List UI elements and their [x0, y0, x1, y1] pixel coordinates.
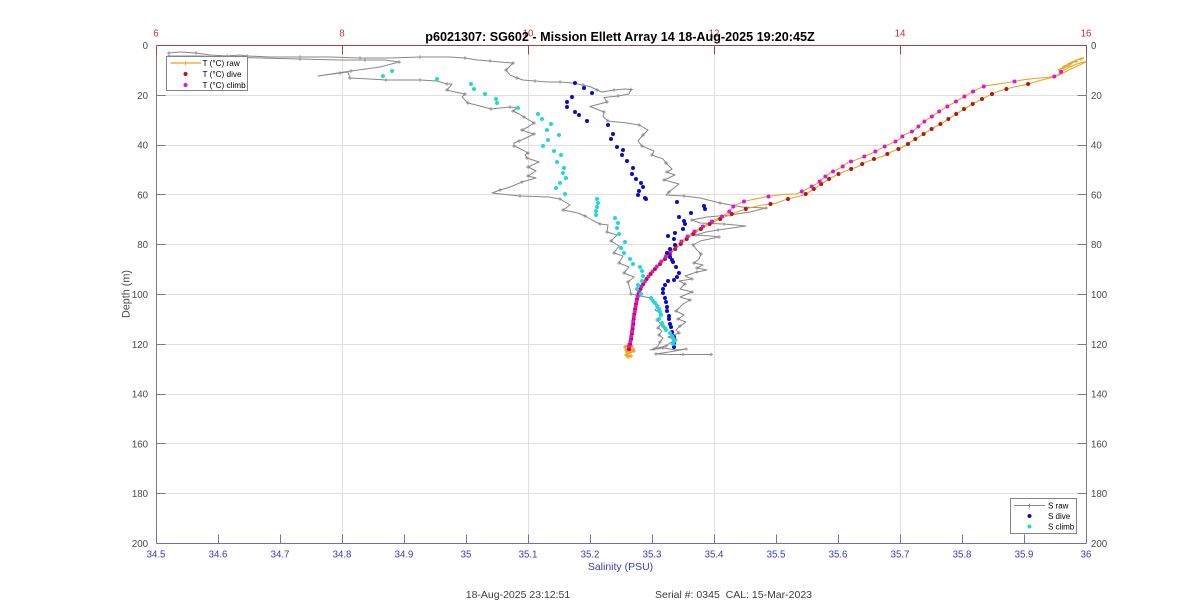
svg-text:34.9: 34.9: [395, 550, 414, 561]
svg-text:40: 40: [137, 141, 148, 152]
svg-text:160: 160: [132, 439, 149, 450]
svg-text:60: 60: [137, 190, 148, 201]
svg-text:35.1: 35.1: [519, 550, 538, 561]
svg-text:6: 6: [153, 29, 158, 40]
svg-text:34.7: 34.7: [271, 550, 290, 561]
svg-text:180: 180: [1091, 489, 1108, 500]
svg-text:120: 120: [132, 340, 149, 351]
svg-text:34.6: 34.6: [209, 550, 228, 561]
svg-text:T (°C) raw: T (°C) raw: [203, 59, 240, 68]
svg-text:p6021307: SG602 - Mission Elle: p6021307: SG602 - Mission Ellett Array 1…: [425, 30, 815, 44]
svg-text:160: 160: [1091, 439, 1108, 450]
svg-text:34.8: 34.8: [333, 550, 352, 561]
svg-text:20: 20: [1091, 91, 1102, 102]
svg-text:40: 40: [1091, 141, 1102, 152]
svg-text:14: 14: [895, 29, 906, 40]
svg-text:Depth (m): Depth (m): [121, 270, 133, 318]
svg-text:0: 0: [143, 41, 149, 52]
svg-text:T (°C) dive: T (°C) dive: [203, 70, 243, 79]
svg-text:8: 8: [339, 29, 344, 40]
svg-text:100: 100: [1091, 290, 1108, 301]
svg-text:80: 80: [137, 240, 148, 251]
svg-text:80: 80: [1091, 240, 1102, 251]
svg-text:0: 0: [1091, 41, 1097, 52]
svg-text:S raw: S raw: [1048, 502, 1069, 511]
svg-text:35.4: 35.4: [705, 550, 724, 561]
svg-text:12: 12: [709, 29, 720, 40]
svg-text:Serial #: 0345 CAL: 15-Mar-20: Serial #: 0345 CAL: 15-Mar-2023: [655, 589, 812, 601]
svg-text:60: 60: [1091, 190, 1102, 201]
svg-text:35.6: 35.6: [829, 550, 848, 561]
svg-text:35.8: 35.8: [953, 550, 972, 561]
svg-text:35.3: 35.3: [643, 550, 662, 561]
svg-text:S dive: S dive: [1048, 512, 1071, 521]
svg-text:20: 20: [137, 91, 148, 102]
svg-text:35.9: 35.9: [1015, 550, 1034, 561]
svg-text:10: 10: [523, 29, 534, 40]
svg-text:200: 200: [1091, 539, 1108, 550]
svg-text:180: 180: [132, 489, 149, 500]
svg-text:36: 36: [1081, 550, 1092, 561]
svg-text:Salinity (PSU): Salinity (PSU): [588, 561, 653, 573]
svg-text:140: 140: [1091, 390, 1108, 401]
svg-text:35.7: 35.7: [891, 550, 910, 561]
svg-text:T (°C) climb: T (°C) climb: [203, 81, 247, 90]
svg-text:100: 100: [132, 290, 149, 301]
svg-text:35.5: 35.5: [767, 550, 786, 561]
svg-text:34.5: 34.5: [147, 550, 166, 561]
svg-text:200: 200: [132, 539, 149, 550]
svg-text:35: 35: [461, 550, 472, 561]
svg-text:35.2: 35.2: [581, 550, 600, 561]
svg-text:16: 16: [1081, 29, 1092, 40]
svg-text:120: 120: [1091, 340, 1108, 351]
svg-text:140: 140: [132, 390, 149, 401]
svg-text:18-Aug-2025 23:12:51: 18-Aug-2025 23:12:51: [466, 589, 571, 601]
svg-text:S climb: S climb: [1048, 523, 1075, 532]
